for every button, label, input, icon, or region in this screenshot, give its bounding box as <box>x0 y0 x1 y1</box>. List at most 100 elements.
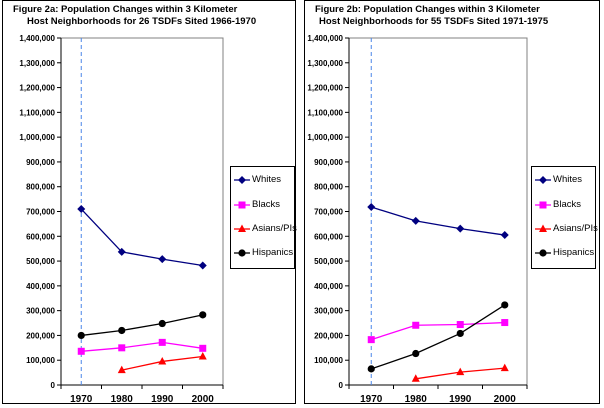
figure-2b-y-tick-label: 500,000 <box>314 257 343 266</box>
figure-2a-series-whites-point <box>77 205 86 214</box>
figure-2a-series-blacks-point <box>158 338 166 346</box>
figure-2b-legend-label-hispanics: Hispanics <box>553 247 595 258</box>
figure-2a-series-blacks-line <box>81 341 203 352</box>
figure-2b-legend-item-whites: Whites <box>535 174 595 186</box>
figure-2b-series-hispanics-line <box>371 304 506 370</box>
figure-2a-series-whites-line <box>80 208 203 267</box>
figure-2b-title: Figure 2b: Population Changes within 3 K… <box>315 4 548 28</box>
figure-2a-legend-label-blacks: Blacks <box>252 199 280 210</box>
figure-2a-series-hispanics-line <box>81 314 203 337</box>
figure-2a-y-tick-label: 700,000 <box>26 208 55 217</box>
figure-2b-legend-item-asians-pis: Asians/PIs <box>535 223 598 235</box>
figure-2b-y-tick-label: 0 <box>339 381 344 390</box>
figure-2b-series-hispanics-point <box>412 349 420 358</box>
figure-2b-series-hispanics-point <box>367 365 375 373</box>
figure-2a-y-tick-label: 600,000 <box>26 232 55 241</box>
figure-2b-y-tick-label: 1,000,000 <box>307 133 343 142</box>
figure-2a-chart: 0 100,000 200,000 300,000 400,000 500,000 600,… <box>19 34 224 405</box>
figure-2a-y-tick-label: 0 <box>51 381 56 390</box>
figure-2a-series-hispanics-point <box>199 311 207 319</box>
figure-2a-series-hispanics <box>77 311 207 340</box>
figure-2b-y-tick-label: 900,000 <box>314 158 343 167</box>
figure-2a-legend-swatch-blacks <box>234 201 250 209</box>
figure-2b-legend-label-asians-pis: Asians/PIs <box>553 223 598 234</box>
figure-2b-series-whites-point <box>500 231 509 240</box>
figure-2b-legend-swatch-blacks <box>535 201 551 209</box>
figure-2b-series-whites-point <box>411 216 420 225</box>
figure-2b-legend-swatch-marker <box>539 224 547 232</box>
figure-2a-legend-label-hispanics: Hispanics <box>252 247 294 258</box>
figure-2a-y-tick-label: 800,000 <box>26 183 55 192</box>
figure-2a-y-tick-label: 200,000 <box>26 331 55 340</box>
figure-2b-x-tick-label: 1980 <box>405 394 428 405</box>
figure-2b-series-hispanics-point <box>501 301 509 309</box>
figure-2b-y-tick-label: 1,100,000 <box>307 108 343 117</box>
figure-2b-y-tick-label: 700,000 <box>314 208 343 217</box>
figure-2b-series-blacks-point <box>501 319 509 327</box>
figure-2a-series-blacks-point <box>118 344 126 352</box>
figure-2a-series-blacks-point <box>199 344 207 352</box>
figure-2b-y-tick-label: 200,000 <box>314 331 343 340</box>
figure-2a-y-tick-label: 1,400,000 <box>19 34 55 43</box>
figure-2b-legend-swatch-whites <box>535 176 551 184</box>
figure-2b-series-blacks-point <box>367 336 375 344</box>
figure-2a-y-tick-label: 1,000,000 <box>19 133 55 142</box>
figure-2a-title-line2: Host Neighborhoods for 26 TSDFs Sited 19… <box>27 16 257 27</box>
figure-2a-legend-swatch-hispanics <box>234 249 250 257</box>
figure-2b-legend-item-blacks: Blacks <box>535 199 595 211</box>
figure-2a-series-hispanics-point <box>158 319 166 328</box>
figure-2a-series-hispanics-point <box>77 331 85 340</box>
figure-2a-legend-swatch-marker <box>238 176 246 184</box>
figure-2a-series-asians-pis-point <box>198 351 207 360</box>
figure-2b-legend-label-whites: Whites <box>553 174 583 185</box>
figure-2a-series-asians-pis-point <box>158 356 167 365</box>
figure-2a-series-blacks-point <box>77 347 85 355</box>
figure-2a-x-tick-label: 2000 <box>192 394 215 405</box>
figure-2a-legend-item-whites: Whites <box>234 174 294 186</box>
figure-2b-y-tick-label: 800,000 <box>314 183 343 192</box>
figure-2a-series-whites-point <box>198 261 207 270</box>
figure-2a-y-tick-label: 500,000 <box>26 257 55 266</box>
figure-2b-plot-area <box>348 37 528 386</box>
figure-2a-legend-swatch-marker <box>238 249 246 257</box>
figure-2b-y-tick-label: 1,400,000 <box>307 34 343 43</box>
figure-2b-x-tick-label: 1970 <box>360 394 383 405</box>
figure-2b-y-tick-label: 1,200,000 <box>307 84 343 93</box>
figure-2b-series-asians-pis <box>411 363 509 382</box>
figure-2a-series-whites <box>77 205 207 270</box>
figure-2b-series-whites-point <box>456 224 465 233</box>
figure-2b-series-blacks <box>367 319 509 344</box>
figure-2b-series-blacks-line <box>371 321 505 341</box>
figure-2b-panel: Figure 2b: Population Changes within 3 K… <box>304 0 600 405</box>
figure-2b-series-whites-point <box>367 203 376 212</box>
figure-2a-legend-label-whites: Whites <box>252 174 282 185</box>
figure-2b-legend-swatch-hispanics <box>535 249 551 257</box>
figure-2a-series-asians-pis <box>117 351 207 374</box>
figure-2b-x-tick-label: 2000 <box>494 394 517 405</box>
figure-2b-chart: 0 100,000 200,000 300,000 400,000 500,000 600,… <box>307 34 528 405</box>
figure-2b-legend-label-blacks: Blacks <box>553 199 581 210</box>
figure-2a-y-tick-label: 400,000 <box>26 282 55 291</box>
figure-2b-series-whites-line <box>371 206 505 236</box>
figure-2b-series-whites <box>367 203 509 240</box>
figure-2b-y-tick-label: 300,000 <box>314 307 343 316</box>
figure-2a-y-tick-label: 1,200,000 <box>19 84 55 93</box>
figure-2a-y-tick-label: 300,000 <box>26 307 55 316</box>
figure-2a-legend-swatch-marker <box>238 201 246 209</box>
figure-2b-legend-item-hispanics: Hispanics <box>535 247 595 259</box>
figure-2a-x-tick-label: 1990 <box>151 394 174 405</box>
figure-2a-legend: Whites Blacks Asians/PIs Hispanics <box>230 166 297 269</box>
figure-2b-title-line1: Figure 2b: Population Changes within 3 K… <box>315 4 540 15</box>
figure-2a-legend-swatch-marker <box>238 224 246 232</box>
figure-2a-legend-swatch-whites <box>234 176 250 184</box>
figure-2b-legend-swatch-marker <box>539 201 547 209</box>
figure-2a-series-whites-point <box>158 255 167 264</box>
figure-2a-series-blacks <box>77 338 207 355</box>
figure-2a-series-asians-pis-point <box>117 365 126 374</box>
figure-2a-y-tick-label: 100,000 <box>26 356 55 365</box>
figure-2a-legend-label-asians-pis: Asians/PIs <box>252 223 297 234</box>
figure-2a-legend-item-asians-pis: Asians/PIs <box>234 223 297 235</box>
figure-2a-y-tick-label: 1,100,000 <box>19 108 55 117</box>
figure-2b-series-hispanics-point <box>456 329 464 338</box>
figure-2b-series-asians-pis-point <box>500 363 509 372</box>
